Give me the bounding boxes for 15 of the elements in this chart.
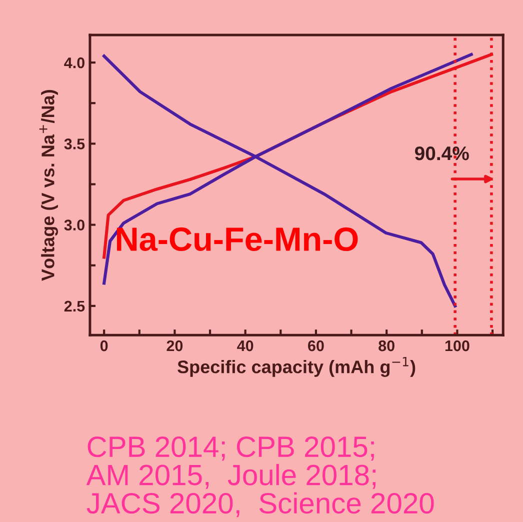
x-tick-label: 100 [445,340,470,352]
text: CPB 2014; CPB 2015; AM 2015, Joule 2018; JACS 2020, Science 2020 [86,436,434,518]
y-tick-label: 2.5 [64,300,85,312]
x-axis-title: Specific capacity (mAh g$^{−1}$) [178,357,416,377]
y-tick-label: 3.0 [64,220,84,231]
y-tick-label: 3.5 [64,138,85,150]
x-tick-label: 20 [166,340,183,352]
annotation: 90.4% [414,146,469,160]
x-tick-label: 0 [100,340,108,352]
x-tick-label: 40 [237,340,254,352]
x-tick-label: 60 [308,340,324,352]
annotation: Na-Cu-Fe-Mn-O [116,227,358,252]
y-axis-title: Voltage (V vs. Na$^{+}$/Na) [39,90,58,281]
y-tick-label: 4.0 [64,57,84,68]
x-tick-label: 80 [378,340,394,352]
